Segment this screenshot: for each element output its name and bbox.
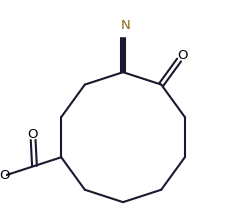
- Text: O: O: [27, 128, 38, 141]
- Text: O: O: [177, 49, 187, 62]
- Text: N: N: [120, 19, 130, 32]
- Text: O: O: [0, 169, 10, 182]
